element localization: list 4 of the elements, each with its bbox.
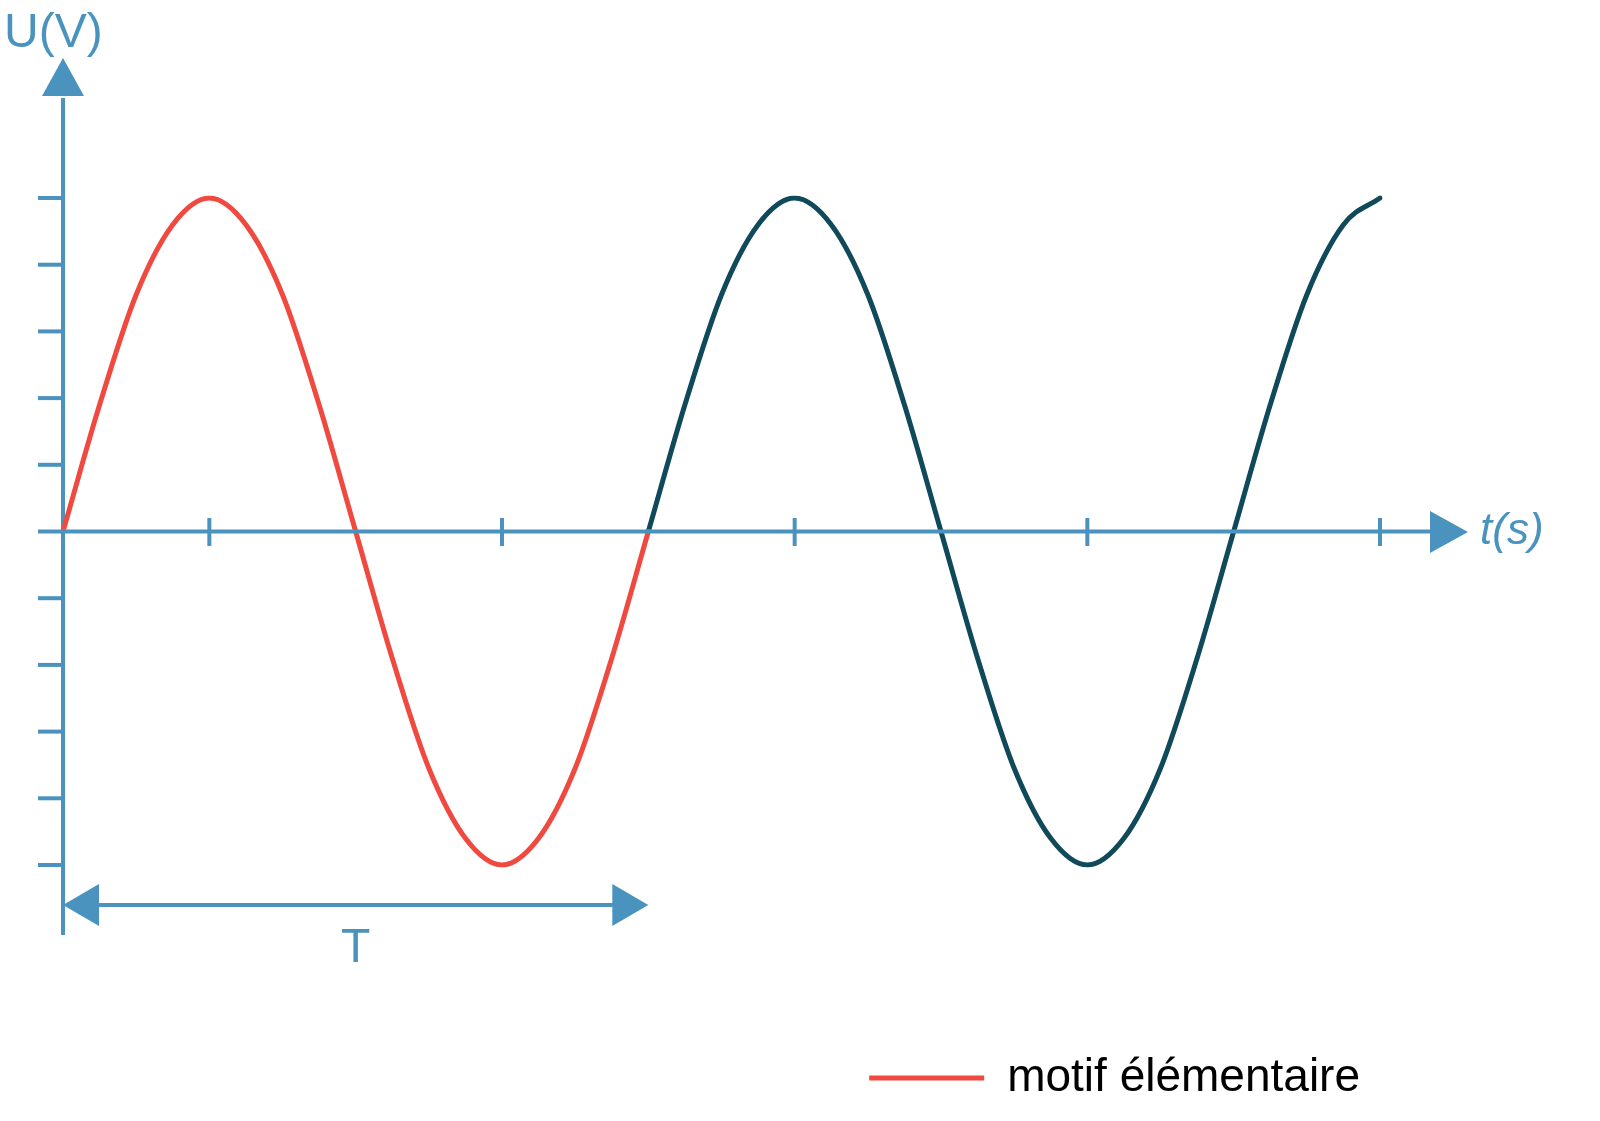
x-axis-title: t(s) xyxy=(1480,503,1544,553)
legend-label: motif élémentaire xyxy=(1007,1048,1361,1101)
y-axis-title: U(V) xyxy=(4,4,103,58)
text: T xyxy=(341,919,371,973)
